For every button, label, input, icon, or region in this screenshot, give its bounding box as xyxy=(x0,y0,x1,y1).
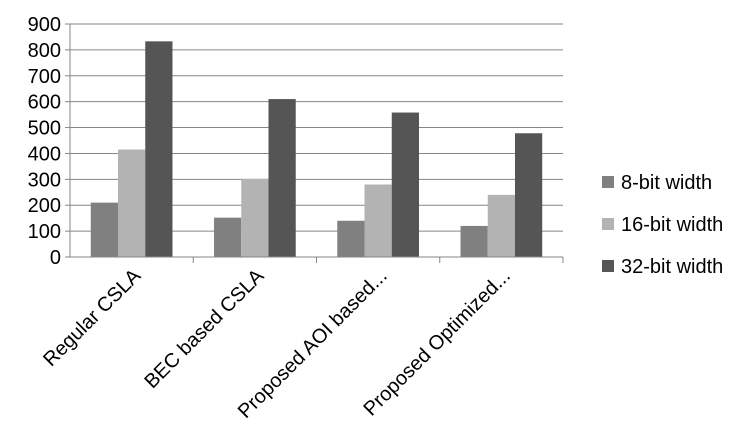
y-tick-label: 600 xyxy=(28,92,61,114)
y-tick-label: 100 xyxy=(28,221,61,243)
legend-label: 32-bit width xyxy=(621,256,723,278)
legend-swatch xyxy=(602,260,614,272)
bar xyxy=(214,217,242,257)
y-tick-labels: 0 100 200 300 400 500 600 700 800 900 xyxy=(28,14,61,269)
y-tick-label: 200 xyxy=(28,195,61,217)
bar xyxy=(391,112,419,257)
bar xyxy=(337,220,365,257)
y-tick-label: 900 xyxy=(28,14,61,36)
bars xyxy=(90,41,543,258)
legend-swatch xyxy=(602,218,614,230)
bar xyxy=(268,99,296,257)
legend-label: 8-bit width xyxy=(621,172,712,194)
bar xyxy=(460,225,488,257)
bar xyxy=(118,149,146,257)
y-tick-label: 500 xyxy=(28,118,61,140)
bar xyxy=(241,178,269,257)
y-tick-label: 800 xyxy=(28,40,61,62)
legend-swatch xyxy=(602,176,614,188)
bar xyxy=(487,194,515,257)
axes xyxy=(65,23,564,263)
bar xyxy=(145,41,173,258)
x-tick-label: BEC based CSLA xyxy=(140,265,268,393)
legend-label: 16-bit width xyxy=(621,214,723,236)
y-tick-label: 300 xyxy=(28,169,61,191)
bar xyxy=(90,202,119,257)
y-tick-label: 700 xyxy=(28,66,61,88)
x-tick-label: Regular CSLA xyxy=(39,265,145,371)
bar xyxy=(514,133,543,257)
legend: 8-bit width 16-bit width 32-bit width xyxy=(602,172,723,278)
y-tick-label: 0 xyxy=(50,247,61,269)
y-tick-label: 400 xyxy=(28,143,61,165)
bar xyxy=(364,184,392,257)
